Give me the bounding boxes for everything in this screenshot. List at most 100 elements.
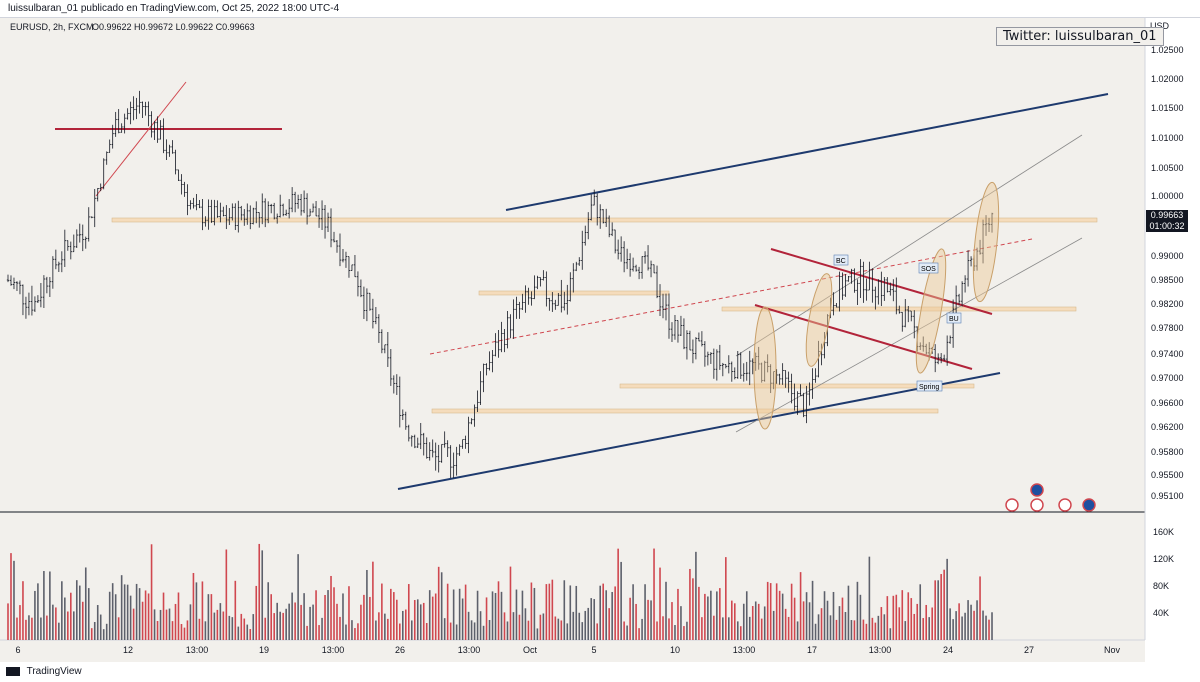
volume-bar [189, 604, 192, 640]
publish-line: luissulbaran_01 publicado en TradingView… [8, 3, 340, 14]
volume-bar [955, 611, 957, 640]
volume-bar [608, 608, 610, 640]
label-bc: BC [836, 258, 846, 265]
volume-bar [390, 588, 392, 640]
volume-bar [689, 568, 691, 640]
volume-bar [297, 554, 299, 640]
volume-bar [348, 586, 350, 640]
economic-event-icons[interactable] [1005, 483, 1096, 512]
volume-bar [324, 595, 326, 640]
volume-bar [539, 614, 542, 640]
volume-bar [988, 619, 990, 640]
volume-bar [668, 618, 670, 640]
volume-bar [641, 618, 643, 640]
volume-bar [261, 550, 264, 640]
volume-bar [512, 612, 515, 640]
volume-bar [829, 615, 832, 640]
volume-bar [410, 620, 413, 640]
trendlines [55, 81, 1109, 490]
volume-bar [823, 591, 826, 640]
volume-bar [73, 611, 75, 640]
volume-bar [781, 593, 784, 640]
time-tick-label: 27 [1024, 645, 1034, 655]
volume-bar [37, 583, 39, 640]
volume-bar [237, 626, 240, 640]
price-tick-label: 0.95500 [1151, 470, 1184, 480]
time-tick-label: 13:00 [733, 645, 756, 655]
upper-channel-line [505, 93, 1109, 211]
volume-bars [7, 543, 993, 640]
volume-bar [216, 609, 219, 640]
tradingview-logo-icon [6, 666, 20, 676]
volume-bar [716, 591, 718, 640]
volume-bar [620, 561, 622, 640]
volume-bar [147, 593, 150, 640]
volume-bar [614, 586, 616, 640]
volume-bar [252, 614, 255, 640]
twitter-watermark: Twitter: luissulbaran_01 [996, 27, 1164, 46]
volume-bar [497, 581, 500, 640]
red-uptrend-line [95, 81, 187, 197]
volume-bar [488, 619, 491, 640]
inner-channel-upper [735, 134, 1083, 357]
volume-bar [910, 598, 913, 640]
volume-bar [455, 624, 458, 640]
ellipse-2 [805, 273, 833, 367]
volume-bar [769, 583, 772, 640]
volume-bar [898, 607, 901, 640]
time-tick-label: 24 [943, 645, 953, 655]
currency-label: USD [1150, 21, 1170, 31]
volume-bar [545, 584, 548, 640]
red-descending-lower [754, 304, 973, 370]
volume-bar [90, 628, 93, 640]
volume-bar [357, 623, 359, 640]
volume-tick-label: 160K [1153, 527, 1174, 537]
last-price-tag: 0.99663 01:00:32 [1146, 210, 1188, 232]
volume-bar [907, 592, 910, 640]
volume-bar [396, 599, 398, 640]
volume-bar [404, 609, 407, 640]
volume-bar [940, 574, 942, 640]
volume-tick-label: 40K [1153, 608, 1169, 618]
volume-bar [754, 601, 757, 640]
volume-bar [222, 611, 225, 640]
volume-bar [381, 583, 383, 640]
time-tick-label: Oct [523, 645, 538, 655]
volume-bar [913, 613, 916, 640]
volume-bar [360, 604, 362, 640]
volume-bar [99, 614, 102, 640]
volume-bar [46, 615, 48, 640]
volume-bar [874, 622, 877, 640]
volume-bar [931, 607, 933, 640]
eu-event-icon [1030, 483, 1044, 497]
volume-bar [799, 572, 802, 640]
volume-bar [704, 593, 706, 640]
volume-bar [847, 585, 850, 640]
volume-bar [626, 625, 628, 640]
volume-bar [183, 627, 186, 640]
volume-bar [811, 580, 814, 640]
time-tick-label: 13:00 [186, 645, 209, 655]
volume-bar [120, 575, 123, 640]
volume-bar [835, 619, 838, 640]
volume-bar [273, 613, 275, 640]
volume-bar [342, 593, 344, 640]
volume-bar [605, 590, 607, 640]
volume-bar [515, 589, 518, 640]
volume-bar [470, 620, 473, 640]
volume-bar [351, 620, 353, 640]
volume-bar [895, 594, 898, 640]
us-event-icon [1030, 498, 1044, 512]
footer: TradingView [0, 662, 1200, 682]
volume-bar [407, 584, 410, 640]
volume-bar [192, 572, 195, 640]
volume-bar [234, 580, 237, 640]
volume-bar [464, 584, 467, 640]
volume-bar [22, 581, 24, 640]
volume-bar [443, 618, 446, 640]
volume-bar [671, 602, 673, 640]
volume-bar [387, 618, 389, 640]
volume-bar [979, 576, 981, 640]
volume-bar [943, 569, 945, 640]
